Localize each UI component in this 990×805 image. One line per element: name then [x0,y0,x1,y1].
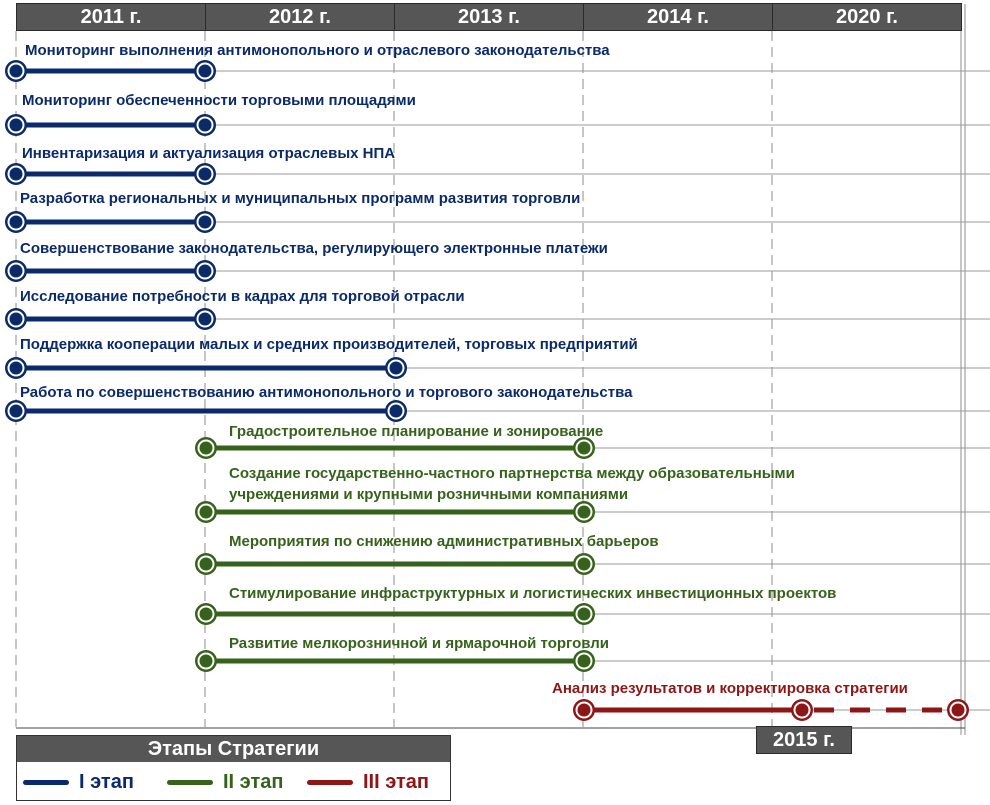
milestone-node-13-1 [577,654,591,668]
year-header-2013: 2013 г. [394,3,584,31]
legend-swatch-stage2 [167,780,213,785]
milestone-node-14-1 [795,703,809,717]
milestone-node-9-0 [199,441,213,455]
milestone-node-2-0 [9,118,23,132]
task-label-12: Стимулирование инфраструктурных и логист… [229,585,837,602]
milestone-node-3-1 [198,167,212,181]
task-label-11: Мероприятия по снижению административных… [229,533,659,550]
task-label-3: Инвентаризация и актуализация отраслевых… [22,145,396,162]
milestone-node-10-0 [199,505,213,519]
legend-swatch-stage1 [23,780,69,785]
milestone-node-4-0 [9,215,23,229]
task-label-1: Мониторинг выполнения антимонопольного и… [25,42,610,59]
task-label-9: Градостроительное планирование и зониров… [229,423,604,440]
task-label-13: Развитие мелкорозничной и ярмарочной тор… [229,635,610,652]
year-header-2020: 2020 г. [772,3,962,31]
milestone-node-12-1 [577,607,591,621]
milestone-node-6-0 [9,312,23,326]
legend-label-stage2: II этап [223,771,284,793]
milestone-node-8-1 [389,404,403,418]
milestone-node-4-1 [198,215,212,229]
milestone-node-9-1 [577,441,591,455]
milestone-node-13-0 [199,654,213,668]
milestone-node-11-0 [199,557,213,571]
milestone-node-5-0 [9,264,23,278]
milestone-node-7-0 [9,361,23,375]
milestone-node-7-1 [389,361,403,375]
task-label-5: Совершенствование законодательства, регу… [20,240,608,257]
milestone-node-5-1 [198,264,212,278]
milestone-node-3-0 [9,167,23,181]
task-label-7: Поддержка кооперации малых и средних про… [20,336,638,353]
task-label-8: Работа по совершенствованию антимонополь… [20,384,633,401]
milestone-node-12-0 [199,607,213,621]
task-label-14: Анализ результатов и корректировка страт… [552,680,908,697]
milestone-node-10-1 [577,505,591,519]
milestone-node-1-1 [198,64,212,78]
legend-label-stage1: I этап [79,771,134,793]
legend-label-stage3: III этап [363,771,430,793]
year-header-2012: 2012 г. [205,3,395,31]
milestone-node-6-1 [198,312,212,326]
task-label-10a: Создание государственно-частного партнер… [229,465,795,482]
legend-title: Этапы Стратегии [17,736,450,762]
legend-swatch-stage3 [307,780,353,785]
task-label-4: Разработка региональных и муниципальных … [20,190,581,207]
year-badge-2015: 2015 г. [756,726,852,754]
task-label-6: Исследование потребности в кадрах для то… [20,288,465,305]
milestone-node-14-2 [951,703,965,717]
task-label-2: Мониторинг обеспеченности торговыми площ… [22,92,416,109]
legend: Этапы Стратегии I этап II этап III этап [16,735,451,801]
milestone-node-14-0 [577,703,591,717]
task-label-10b: учреждениями и крупными розничными компа… [229,486,629,503]
year-header-2014: 2014 г. [583,3,773,31]
milestone-node-8-0 [9,404,23,418]
milestone-node-1-0 [9,64,23,78]
year-header-2011: 2011 г. [16,3,206,31]
milestone-node-11-1 [577,557,591,571]
milestone-node-2-1 [198,118,212,132]
